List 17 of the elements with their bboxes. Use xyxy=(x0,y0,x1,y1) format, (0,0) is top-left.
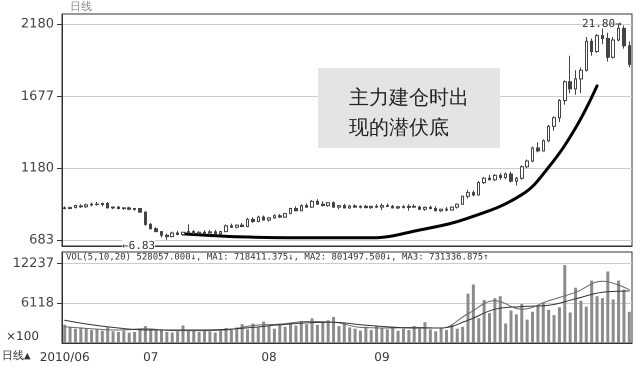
x-tick-label: 2010/06 xyxy=(40,350,90,364)
y-tick-label: 6118 xyxy=(20,296,54,311)
annotation: 21.80→ xyxy=(582,17,622,30)
annotation: VOL(5,10,20) 528057.000↓, MA1: 718411.375↓, MA2: 801497.500↓, MA3: 731336.875↑ xyxy=(66,252,489,262)
y-tick-label: 2180 xyxy=(20,16,54,32)
annotation: 主力建仓时出现的潜伏底 xyxy=(349,85,469,139)
x-tick-label: 09 xyxy=(374,350,390,364)
y-tick-label: 1677 xyxy=(20,89,54,104)
annotation: ←6.83 xyxy=(122,239,156,252)
chart-title: 日线 xyxy=(70,0,92,13)
y-axis-title: ×100 xyxy=(6,329,39,343)
y-tick-label: 1180 xyxy=(20,160,54,176)
x-tick-label: 08 xyxy=(261,350,277,364)
y-tick-label: 12237 xyxy=(12,256,54,271)
x-tick-label: 07 xyxy=(143,350,158,364)
text: 日线▲ xyxy=(2,349,31,362)
y-tick-label: 683 xyxy=(29,232,54,248)
